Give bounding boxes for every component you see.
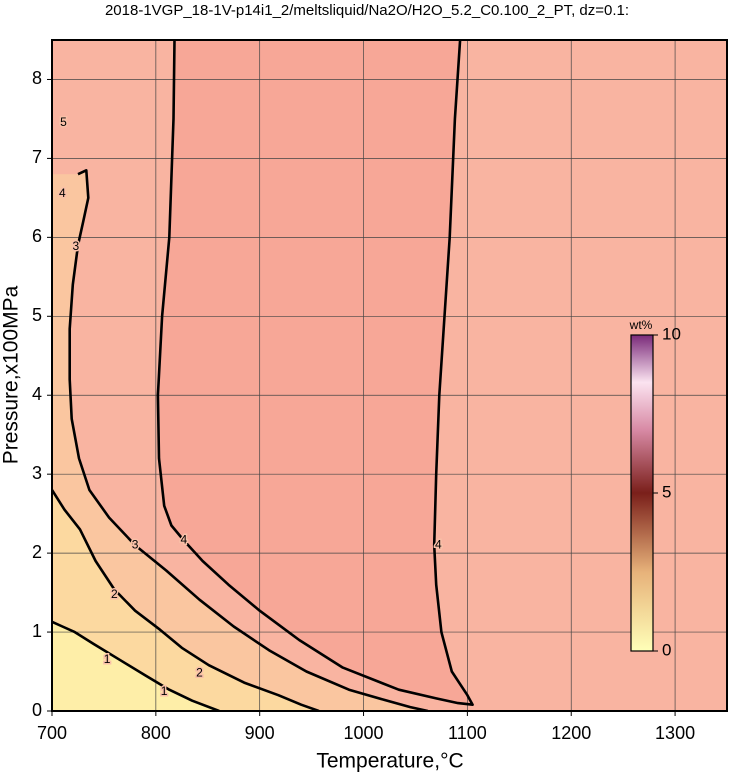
contour-line: [52, 489, 320, 711]
contour-fill: [52, 170, 428, 711]
contour-label: 3: [73, 239, 80, 253]
y-tick-label: 6: [32, 226, 42, 246]
x-tick-label: 1200: [551, 723, 591, 743]
y-tick-label: 4: [32, 384, 42, 404]
colorbar-label: wt%: [629, 318, 653, 332]
y-axis-label: Pressure,x100MPa: [0, 285, 23, 464]
contour-fill: [157, 40, 473, 705]
contour-label: 4: [435, 537, 442, 551]
y-tick-label: 8: [32, 68, 42, 88]
colorbar-tick-label: 5: [662, 482, 671, 501]
contour-label: 5: [60, 115, 67, 129]
contour-label: 2: [111, 587, 118, 601]
chart-title: 2018-1VGP_18-1V-p14i1_2/meltsliquid/Na2O…: [105, 2, 629, 19]
y-tick-label: 0: [32, 700, 42, 720]
contour-label: 4: [59, 186, 66, 200]
x-tick-label: 900: [245, 723, 275, 743]
overlay: 700 800 900 1000 1100 1200 1300012345678wt%051…: [32, 39, 728, 743]
contour-label: 1: [104, 652, 111, 666]
x-tick-label: 1000: [344, 723, 384, 743]
plot-frame: [51, 39, 728, 712]
contour-line: [52, 620, 220, 711]
y-tick-label: 2: [32, 542, 42, 562]
x-tick-label: 700: [37, 723, 67, 743]
contour-line: [156, 40, 474, 706]
x-axis-label: Temperature,°C: [316, 750, 463, 773]
y-tick-label: 1: [32, 621, 42, 641]
y-tick-label: 5: [32, 305, 42, 325]
x-tick-label: 1100: [448, 723, 487, 743]
contour-label: 3: [132, 537, 139, 551]
colorbar-tick-label: 0: [662, 640, 671, 659]
y-tick-label: 7: [32, 147, 42, 167]
plot-area: 1 1 2 2 3 3 4 4 4 5: [52, 40, 727, 711]
contour-label: 1: [161, 684, 168, 698]
colorbar-tick-label: 10: [662, 324, 681, 343]
contour-label: 2: [196, 665, 203, 679]
x-tick-label: 800: [141, 723, 171, 743]
y-tick-label: 3: [32, 463, 42, 483]
contour-label: 4: [181, 533, 188, 547]
contour-line: [68, 169, 429, 711]
colorbar: [630, 334, 654, 652]
contour-fill: [52, 489, 319, 711]
x-tick-label: 1300: [655, 723, 695, 743]
